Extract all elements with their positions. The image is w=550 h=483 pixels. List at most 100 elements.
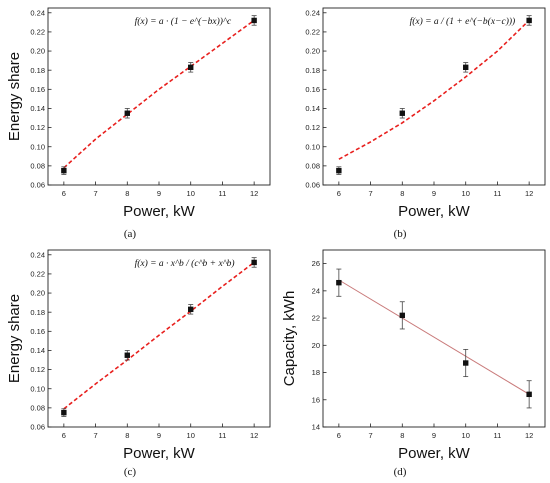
x-axis-title: Power, kW: [398, 445, 471, 462]
chart-panel-b: 6 7 8 9 10 11 12 0.06 0.08 0.10 0.12 0.14 0.16 0.18 0.…: [305, 7, 546, 220]
y-tick-label: 0.08: [30, 161, 45, 170]
x-tick-label: 8: [125, 431, 129, 440]
data-point: [251, 17, 257, 24]
fit-formula: f(x) = a · (1 − e^(−bx))^c: [135, 16, 232, 27]
y-tick-label: 20: [312, 341, 320, 350]
x-tick-label: 12: [525, 431, 533, 440]
x-tick-label: 10: [187, 189, 195, 198]
x-tick-label: 6: [62, 431, 66, 440]
x-tick-label: 11: [494, 431, 502, 440]
data-point: [399, 110, 405, 116]
caption-a: (a): [123, 228, 137, 240]
y-tick-label: 0.20: [30, 47, 45, 56]
chart-panel-a: 6 7 8 9 10 11 12 0.06 0.08 0.10 0.12 0.14 0.16 0.18 0.…: [6, 7, 271, 220]
data-point: [336, 167, 342, 174]
y-tick-label: 0.22: [30, 28, 45, 37]
x-tick-label: 8: [125, 189, 129, 198]
y-tick-label: 24: [312, 286, 320, 295]
x-tick-label: 6: [62, 189, 66, 198]
data-point: [463, 360, 469, 366]
fit-line: [63, 261, 255, 410]
x-tick-label: 6: [337, 431, 341, 440]
x-tick-label: 12: [250, 431, 258, 440]
data-point: [188, 64, 194, 71]
x-tick-label: 9: [432, 189, 436, 198]
data-point: [124, 110, 130, 116]
caption-b: (b): [393, 228, 407, 240]
y-axis-title: Energy share: [6, 294, 23, 383]
chart-panel-d: 6 7 8 9 10 11 12 14 16 18 20 22 24 26 Power, kW Capacit…: [281, 249, 546, 462]
y-axis-title: Energy share: [6, 52, 23, 141]
x-tick-label: 8: [400, 189, 404, 198]
y-tick-label: 0.16: [30, 85, 45, 94]
x-tick-label: 12: [525, 189, 533, 198]
data-point: [463, 64, 469, 71]
x-tick-label: 6: [337, 189, 341, 198]
y-tick-label: 14: [312, 423, 320, 432]
y-tick-label: 0.06: [30, 423, 45, 432]
x-axis-title: Power, kW: [398, 203, 471, 220]
y-tick-label: 0.18: [30, 308, 45, 317]
y-tick-label: 0.08: [30, 403, 45, 412]
data-point: [61, 167, 67, 174]
fit-formula: f(x) = a · x^b / (c^b + x^b): [135, 258, 235, 269]
y-tick-label: 0.14: [30, 346, 45, 355]
x-tick-label: 11: [494, 189, 502, 198]
y-tick-label: 0.14: [305, 104, 320, 113]
x-tick-label: 10: [187, 431, 195, 440]
x-tick-label: 12: [250, 189, 258, 198]
y-tick-label: 0.12: [305, 123, 320, 132]
x-tick-label: 11: [219, 189, 227, 198]
data-point: [188, 306, 194, 313]
y-tick-label: 0.24: [305, 8, 320, 17]
data-point: [61, 409, 67, 416]
data-point: [124, 352, 130, 358]
chart-panel-c: 6 7 8 9 10 11 12 0.06 0.08 0.10 0.12 0.14 0.16 0.18 0.…: [6, 249, 271, 462]
x-tick-label: 7: [93, 189, 97, 198]
data-point: [526, 17, 532, 24]
y-tick-label: 0.20: [30, 289, 45, 298]
caption-d: (d): [393, 466, 407, 478]
x-axis-title: Power, kW: [123, 445, 196, 462]
y-tick-label: 0.10: [30, 142, 45, 151]
y-tick-label: 0.06: [305, 181, 320, 190]
y-tick-label: 18: [312, 368, 320, 377]
y-tick-label: 0.18: [305, 66, 320, 75]
y-tick-label: 0.20: [305, 47, 320, 56]
y-tick-label: 0.18: [30, 66, 45, 75]
y-tick-label: 0.24: [30, 8, 45, 17]
y-tick-label: 0.22: [30, 270, 45, 279]
x-tick-label: 10: [462, 431, 470, 440]
x-tick-label: 7: [368, 431, 372, 440]
y-tick-label: 0.24: [30, 250, 45, 259]
y-tick-label: 0.08: [305, 161, 320, 170]
x-tick-label: 9: [432, 431, 436, 440]
y-tick-label: 0.12: [30, 123, 45, 132]
y-tick-label: 22: [312, 314, 320, 323]
x-tick-label: 8: [400, 431, 404, 440]
x-axis-title: Power, kW: [123, 203, 196, 220]
y-tick-label: 16: [312, 395, 320, 404]
x-tick-label: 9: [157, 189, 161, 198]
x-tick-label: 7: [93, 431, 97, 440]
fit-line: [63, 19, 255, 169]
y-tick-label: 0.14: [30, 104, 45, 113]
x-tick-label: 10: [462, 189, 470, 198]
data-point: [399, 312, 405, 319]
data-point: [526, 391, 532, 398]
y-tick-label: 0.06: [30, 181, 45, 190]
y-tick-label: 26: [312, 259, 320, 268]
y-tick-label: 0.16: [30, 327, 45, 336]
y-axis-title: Capacity, kWh: [281, 291, 298, 387]
caption-c: (c): [123, 466, 137, 478]
y-tick-label: 0.10: [30, 384, 45, 393]
plot-frame: [322, 249, 546, 428]
y-tick-label: 0.22: [305, 28, 320, 37]
x-tick-label: 11: [219, 431, 227, 440]
fit-line: [338, 19, 530, 160]
y-tick-label: 0.12: [30, 365, 45, 374]
x-tick-label: 7: [368, 189, 372, 198]
y-tick-label: 0.10: [305, 142, 320, 151]
fit-line: [338, 279, 530, 395]
data-point: [336, 279, 342, 286]
